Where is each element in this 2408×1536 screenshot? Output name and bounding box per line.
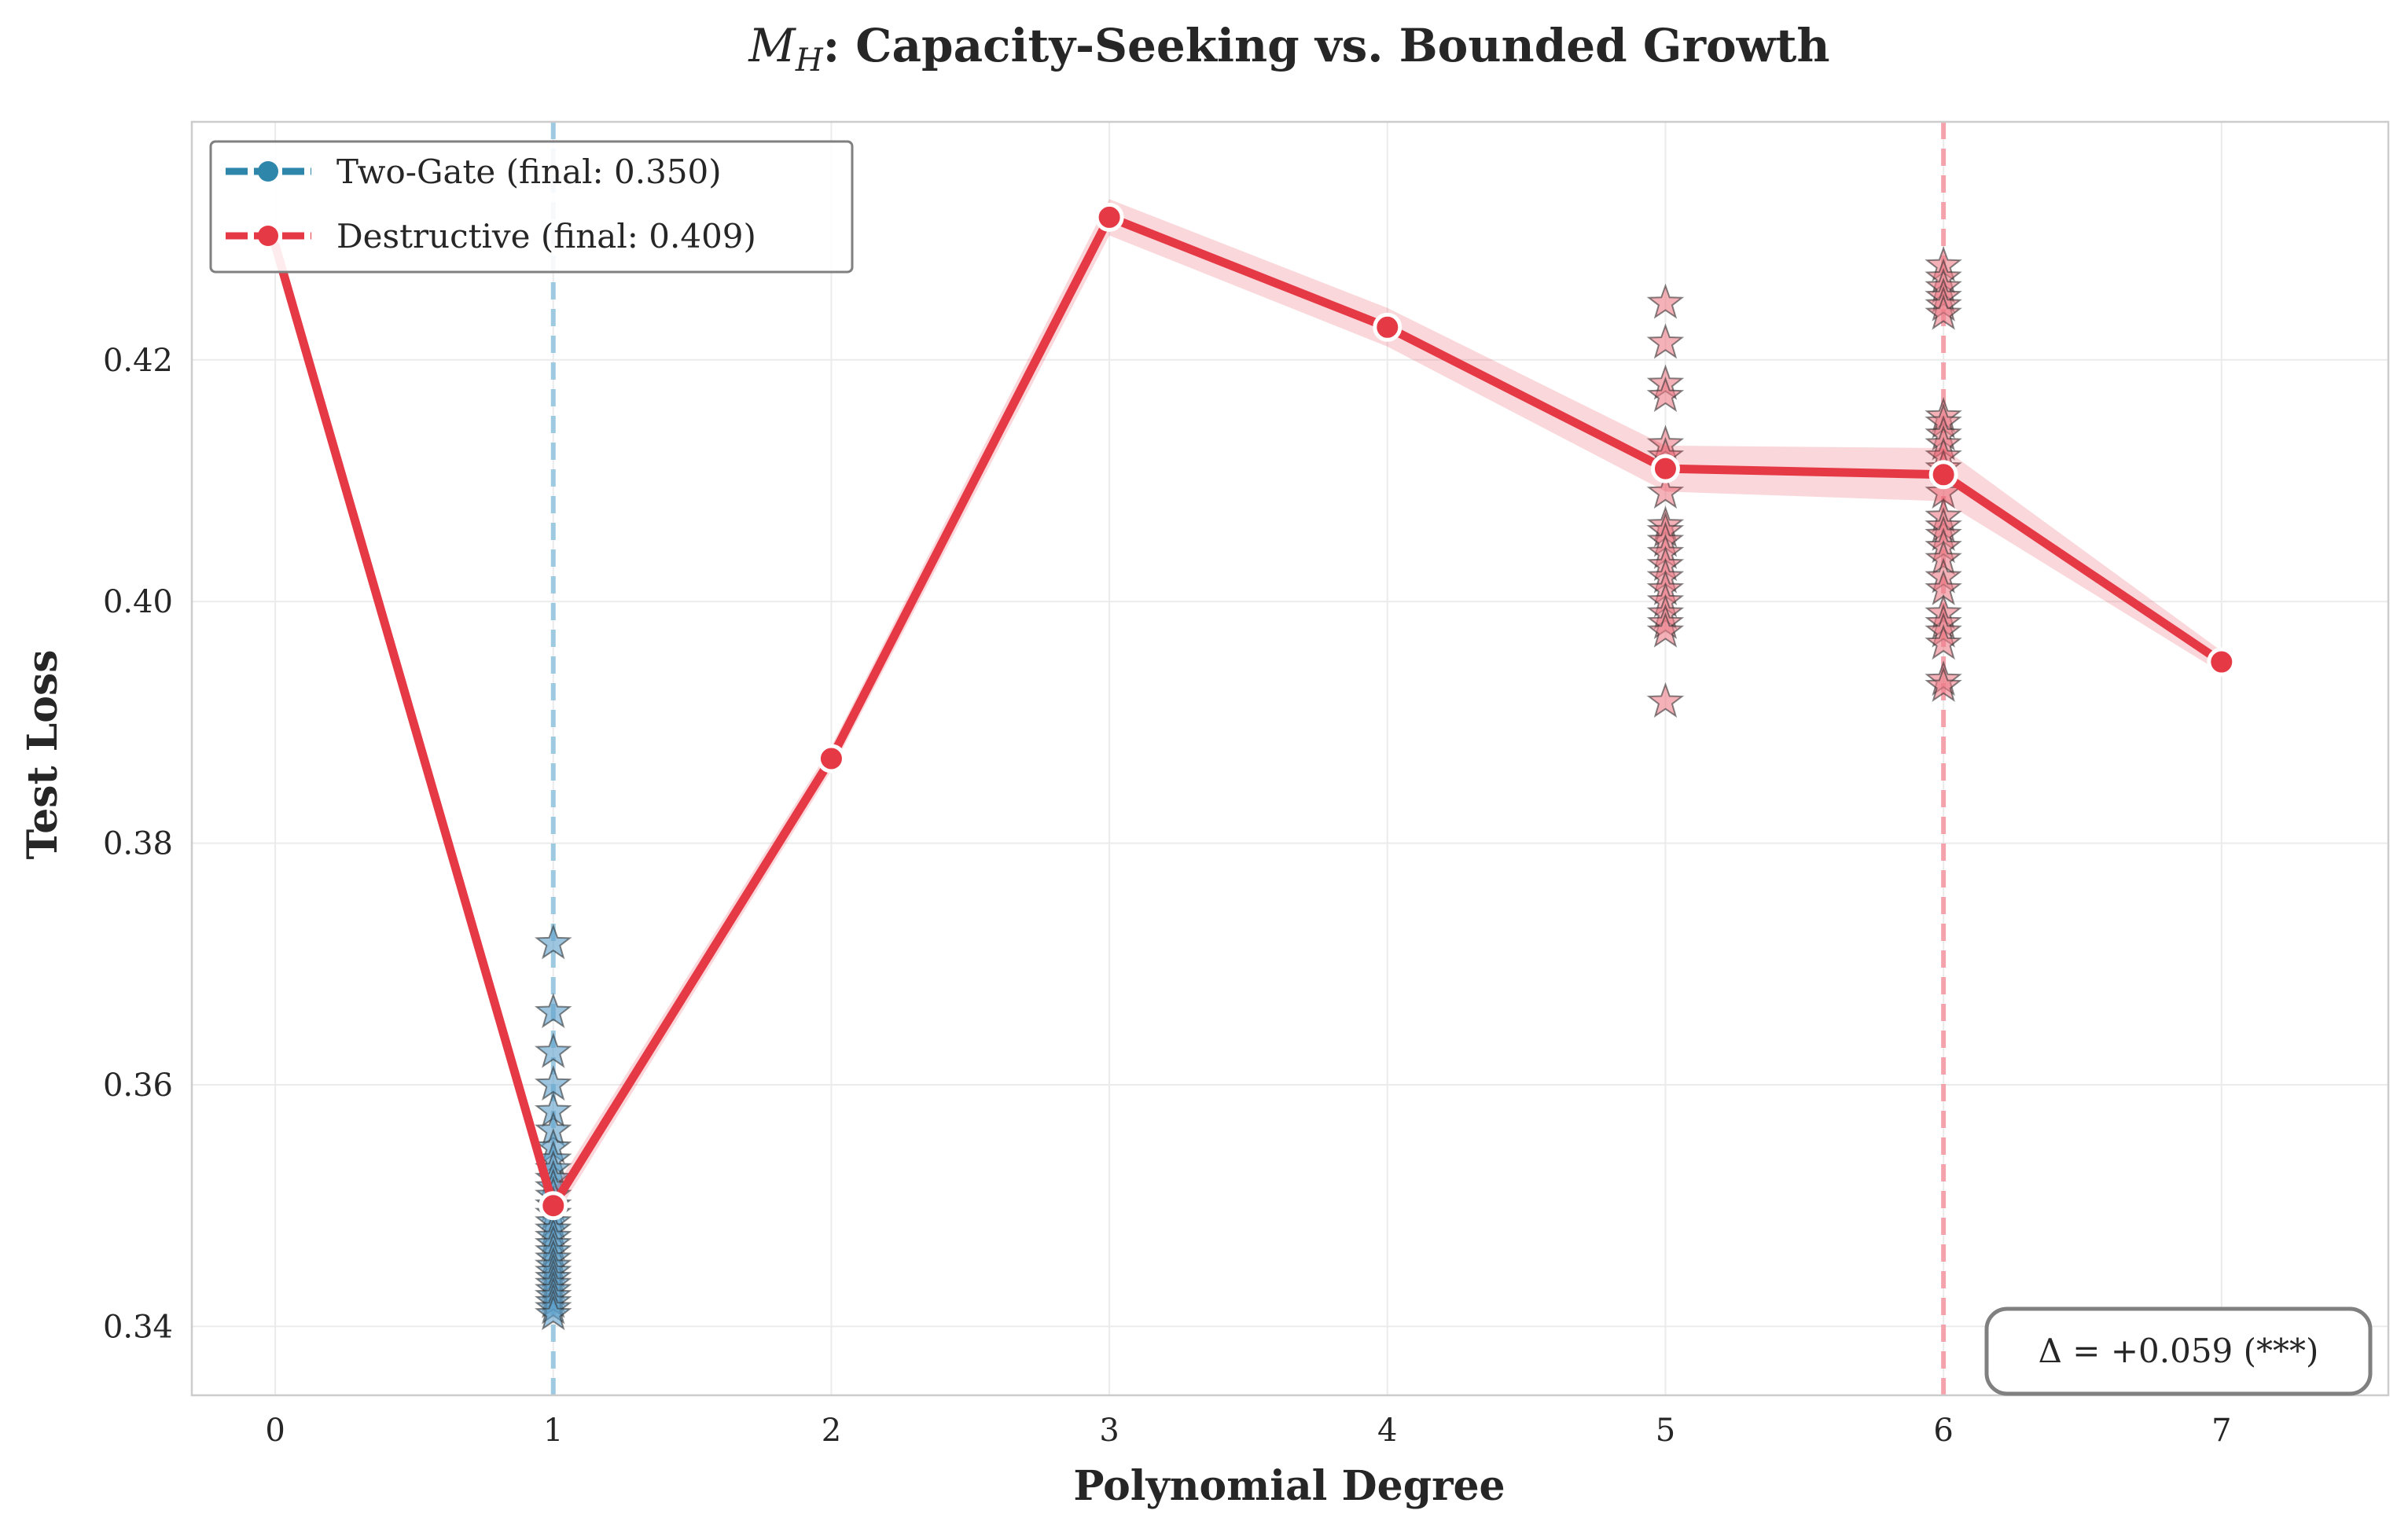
legend-label: Destructive (final: 0.409) <box>336 217 756 255</box>
title-rest: : Capacity-Seeking vs. Bounded Growth <box>823 19 1830 72</box>
x-tick-label: 6 <box>1933 1413 1953 1449</box>
trial-star-marker <box>1646 323 1685 359</box>
legend-label: Two-Gate (final: 0.350) <box>336 152 722 191</box>
y-tick-label: 0.34 <box>103 1309 173 1345</box>
destructive-point <box>2207 647 2237 677</box>
chart-title: MH: Capacity-Seeking vs. Bounded Growth <box>748 19 1829 79</box>
trial-star-marker <box>534 1032 572 1068</box>
destructive-point <box>816 744 846 774</box>
trial-star-marker <box>534 1295 572 1331</box>
legend: Two-Gate (final: 0.350) Destructive (fina… <box>209 140 854 274</box>
trial-star-marker <box>1646 682 1685 718</box>
trial-star-marker <box>1646 376 1685 413</box>
x-tick-label: 0 <box>265 1413 285 1449</box>
legend-marker <box>258 161 278 182</box>
series-points <box>539 202 2237 1221</box>
trial-star-marker <box>1925 294 1962 330</box>
y-tick-label: 0.40 <box>103 584 173 620</box>
trial-star-marker <box>1646 472 1685 509</box>
y-tick-label: 0.36 <box>103 1067 173 1104</box>
destructive-point <box>539 1191 568 1221</box>
destructive-line <box>270 212 2226 1211</box>
destructive-point <box>1928 460 1958 490</box>
destructive-point <box>1373 312 1403 342</box>
trial-star-marker <box>534 992 572 1029</box>
plot-background <box>192 122 2388 1395</box>
trial-star-marker <box>534 924 572 960</box>
y-axis-label: Test Loss <box>19 649 67 859</box>
plot-frame <box>190 120 2390 1397</box>
destructive-band <box>275 199 2222 1221</box>
y-axis-ticks: 0.34 0.36 0.38 0.40 0.42 <box>103 343 173 1346</box>
x-tick-label: 1 <box>543 1413 563 1449</box>
x-tick-label: 4 <box>1377 1413 1397 1449</box>
trial-star-marker <box>1646 612 1685 648</box>
x-tick-label: 2 <box>822 1413 841 1449</box>
legend-marker <box>258 226 278 246</box>
x-axis-label: Polynomial Degree <box>1073 1462 1505 1510</box>
plot-area <box>190 120 2390 1397</box>
y-tick-label: 0.42 <box>103 343 173 379</box>
annotation-text: Δ = +0.059 (***) <box>2039 1332 2319 1370</box>
x-axis-ticks: 0 1 2 3 4 5 6 7 <box>265 1413 2231 1449</box>
destructive-point <box>1650 454 1680 483</box>
title-subscript: H <box>795 42 824 79</box>
y-tick-label: 0.38 <box>103 826 173 862</box>
trial-star-marker <box>1646 283 1685 319</box>
destructive-point <box>1094 202 1124 232</box>
x-tick-label: 7 <box>2211 1413 2231 1449</box>
delta-annotation: Δ = +0.059 (***) <box>1984 1306 2373 1396</box>
confidence-band <box>275 199 2222 1221</box>
series-lines <box>270 212 2226 1211</box>
x-tick-label: 3 <box>1099 1413 1119 1449</box>
legend-box <box>209 140 854 274</box>
x-tick-label: 5 <box>1656 1413 1675 1449</box>
trial-star-marker <box>1925 666 1962 703</box>
trial-star-marker <box>1925 624 1962 660</box>
annotation-box <box>1984 1306 2373 1396</box>
title-prefix: M <box>748 19 796 72</box>
